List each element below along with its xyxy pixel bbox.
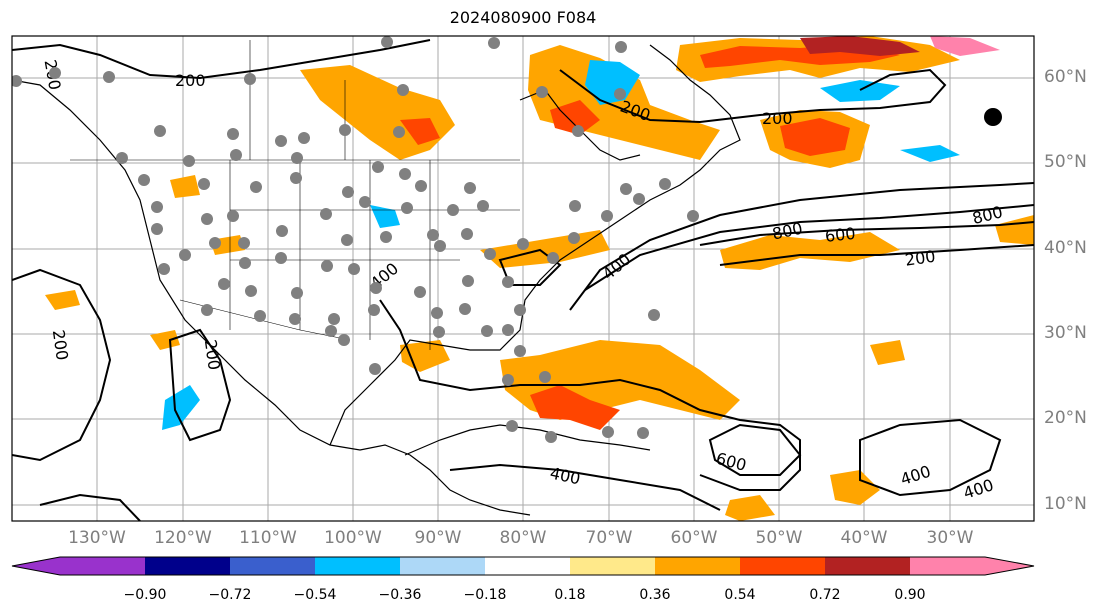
station-markers (12, 36, 699, 443)
shaded-anomaly-field (45, 36, 1034, 521)
contour-label: 200 (762, 109, 793, 128)
contour-label: 600 (824, 224, 856, 246)
contour-label: 400 (898, 462, 933, 490)
colorbar-tick-label: 0.72 (809, 587, 841, 603)
map-panel: 200 200 200 200 200 200 200 400 400 400 … (12, 36, 1034, 521)
colorbar-over-arrow (985, 557, 1034, 575)
colorbar-tick-label: 0.54 (724, 587, 756, 603)
lon-label: 60°W (670, 528, 718, 548)
lat-label: 20°N (1044, 408, 1087, 428)
contour-label: 200 (201, 338, 224, 371)
lat-label: 30°N (1044, 323, 1087, 343)
colorbar-tick-label: −0.36 (378, 587, 422, 603)
lon-label: 50°W (755, 528, 803, 548)
lat-label: 60°N (1044, 67, 1087, 87)
colorbar-tick-label: 0.18 (554, 587, 586, 603)
lon-label: 130°W (68, 528, 126, 548)
colorbar-tick-label: 0.36 (639, 587, 671, 603)
lon-label: 70°W (585, 528, 633, 548)
colorbar-tick-label: −0.54 (293, 587, 337, 603)
lon-label: 80°W (499, 528, 547, 548)
lat-label: 50°N (1044, 152, 1087, 172)
colorbar-tick-label: −0.18 (463, 587, 507, 603)
colorbar-tick-label: −0.72 (208, 587, 252, 603)
lat-label: 40°N (1044, 238, 1087, 258)
lon-label: 90°W (414, 528, 462, 548)
colorbar-tick-label: 0.90 (894, 587, 926, 603)
map-title: 2024080900 F084 (449, 8, 597, 27)
lon-label: 120°W (154, 528, 212, 548)
lon-label: 100°W (324, 528, 382, 548)
map-frame (11, 35, 1035, 522)
lon-label: 30°W (926, 528, 974, 548)
colorbar (11, 556, 1035, 576)
contour-label: 600 (714, 449, 748, 475)
contour-label: 200 (49, 329, 72, 362)
contour-label: 200 (904, 247, 937, 270)
colorbar-under-arrow (12, 557, 60, 575)
contour-label: 400 (548, 463, 582, 488)
lon-label: 40°W (840, 528, 888, 548)
contour-label: 400 (961, 475, 996, 503)
contour-label: 200 (175, 71, 206, 90)
lon-label: 110°W (239, 528, 297, 548)
lat-label: 10°N (1044, 494, 1087, 514)
colorbar-tick-label: −0.90 (123, 587, 167, 603)
reference-point-marker (984, 108, 1002, 126)
contour-lines (12, 39, 1034, 521)
